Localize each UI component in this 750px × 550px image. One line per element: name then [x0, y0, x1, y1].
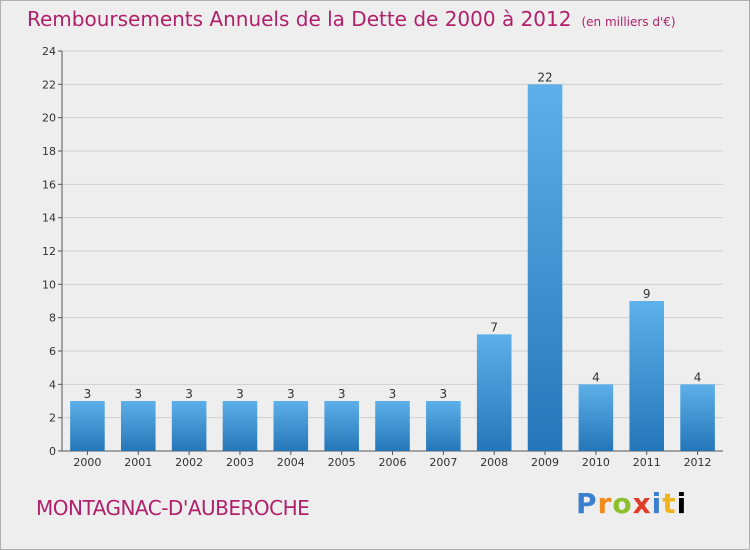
logo-letter: t — [662, 487, 677, 520]
x-tick-label: 2006 — [379, 456, 407, 469]
logo-letter: r — [597, 487, 613, 520]
logo-letter: o — [612, 487, 633, 520]
bar — [527, 84, 563, 451]
logo-letter: x — [632, 487, 652, 520]
data-label: 7 — [490, 320, 498, 334]
bar — [375, 401, 410, 451]
y-tick-label: 8 — [49, 312, 56, 325]
chart-title: Remboursements Annuels de la Dette de 20… — [27, 7, 676, 31]
data-label: 4 — [694, 370, 702, 384]
x-tick-label: 2010 — [582, 456, 610, 469]
y-tick-label: 16 — [42, 178, 56, 191]
grid-lines — [62, 50, 723, 419]
y-tick-label: 2 — [49, 412, 56, 425]
y-tick-label: 6 — [49, 345, 56, 358]
bar — [70, 401, 105, 451]
logo-letter: i — [651, 487, 663, 520]
bar — [578, 384, 614, 451]
x-tick-label: 2003 — [226, 456, 254, 469]
bar — [120, 401, 156, 451]
bar — [222, 401, 258, 451]
proxiti-logo: Proxiti — [576, 487, 687, 520]
data-label: 3 — [440, 387, 448, 401]
bar — [476, 334, 512, 451]
x-tick-label: 2008 — [480, 456, 508, 469]
y-tick-label: 10 — [42, 278, 56, 291]
data-label: 22 — [537, 70, 552, 84]
y-tick-label: 4 — [49, 378, 56, 391]
x-tick-label: 2000 — [73, 456, 101, 469]
y-tick-label: 18 — [42, 145, 56, 158]
x-tick-label: 2001 — [124, 456, 152, 469]
x-tick-label: 2009 — [531, 456, 559, 469]
data-label: 3 — [134, 387, 142, 401]
bar — [273, 401, 309, 451]
logo-letter: i — [676, 487, 688, 520]
y-tick-label: 20 — [42, 112, 56, 125]
x-tick-label: 2007 — [429, 456, 457, 469]
labels: 0246810121416182022242000320013200232003… — [42, 45, 712, 469]
bar — [680, 384, 715, 451]
data-label: 3 — [236, 387, 244, 401]
data-label: 3 — [84, 387, 92, 401]
bar — [171, 401, 207, 451]
logo-letter: P — [576, 487, 598, 520]
bars — [70, 84, 715, 451]
x-tick-label: 2012 — [684, 456, 712, 469]
y-tick-label: 14 — [42, 212, 56, 225]
data-label: 3 — [338, 387, 346, 401]
data-label: 3 — [287, 387, 295, 401]
data-label: 4 — [592, 370, 600, 384]
bar — [324, 401, 359, 451]
y-tick-label: 12 — [42, 245, 56, 258]
y-tick-label: 22 — [42, 78, 56, 91]
x-tick-label: 2004 — [277, 456, 305, 469]
x-tick-label: 2011 — [633, 456, 661, 469]
x-tick-label: 2005 — [328, 456, 356, 469]
data-label: 9 — [643, 287, 651, 301]
bar — [426, 401, 461, 451]
bar — [629, 301, 665, 451]
y-tick-label: 0 — [49, 445, 56, 458]
y-tick-label: 24 — [42, 45, 56, 58]
data-label: 3 — [389, 387, 397, 401]
chart-unit: (en milliers d'€) — [581, 15, 676, 29]
chart-title-text: Remboursements Annuels de la Dette de 20… — [27, 7, 572, 31]
data-label: 3 — [185, 387, 193, 401]
x-tick-label: 2002 — [175, 456, 203, 469]
commune-name: MONTAGNAC-D'AUBEROCHE — [36, 496, 310, 520]
